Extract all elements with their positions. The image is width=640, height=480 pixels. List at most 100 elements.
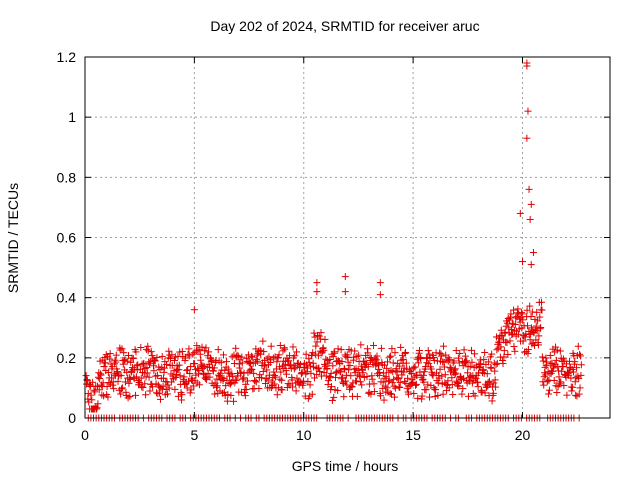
data-point bbox=[173, 371, 181, 379]
data-point bbox=[290, 365, 298, 373]
data-point bbox=[424, 381, 432, 389]
data-point bbox=[252, 378, 260, 386]
data-point bbox=[275, 363, 283, 371]
data-point bbox=[87, 391, 95, 399]
data-point bbox=[223, 397, 231, 405]
data-point bbox=[106, 350, 114, 358]
data-point bbox=[224, 391, 232, 399]
data-point bbox=[171, 385, 179, 393]
data-point bbox=[298, 369, 306, 377]
data-point bbox=[464, 392, 472, 400]
data-point bbox=[316, 367, 324, 375]
data-point bbox=[212, 356, 220, 364]
data-point bbox=[428, 370, 436, 378]
data-point bbox=[282, 370, 290, 378]
data-point bbox=[141, 380, 149, 388]
data-point bbox=[529, 249, 537, 257]
data-point bbox=[216, 369, 224, 377]
data-point bbox=[101, 359, 109, 367]
data-point bbox=[200, 363, 208, 371]
data-point bbox=[434, 379, 442, 387]
data-point bbox=[550, 362, 558, 370]
data-point bbox=[181, 354, 189, 362]
data-point bbox=[291, 363, 299, 371]
data-point bbox=[160, 364, 168, 372]
data-point bbox=[468, 358, 476, 366]
data-point bbox=[198, 343, 206, 351]
data-point bbox=[237, 368, 245, 376]
data-point bbox=[398, 371, 406, 379]
data-point bbox=[434, 391, 442, 399]
data-point bbox=[329, 352, 337, 360]
data-point bbox=[186, 370, 194, 378]
data-point bbox=[248, 366, 256, 374]
data-point bbox=[575, 390, 583, 398]
data-point bbox=[337, 368, 345, 376]
data-point bbox=[132, 373, 140, 381]
data-point bbox=[390, 382, 398, 390]
data-point bbox=[317, 329, 325, 337]
data-point bbox=[408, 369, 416, 377]
data-point bbox=[156, 389, 164, 397]
data-point bbox=[254, 357, 262, 365]
data-point bbox=[514, 305, 522, 313]
data-point bbox=[376, 368, 384, 376]
data-point bbox=[88, 396, 96, 404]
data-point bbox=[576, 350, 584, 358]
data-point bbox=[89, 378, 97, 386]
data-point bbox=[391, 349, 399, 357]
data-point bbox=[322, 372, 330, 380]
data-point bbox=[153, 371, 161, 379]
data-point bbox=[184, 366, 192, 374]
data-point bbox=[380, 396, 388, 404]
data-point bbox=[281, 345, 289, 353]
data-point bbox=[356, 378, 364, 386]
data-point bbox=[510, 342, 518, 350]
data-point bbox=[569, 383, 577, 391]
data-point bbox=[504, 351, 512, 359]
x-tick-label: 15 bbox=[405, 427, 421, 443]
data-point bbox=[410, 390, 418, 398]
data-point bbox=[348, 383, 356, 391]
data-point bbox=[104, 368, 112, 376]
data-point bbox=[150, 367, 158, 375]
data-point bbox=[328, 396, 336, 404]
data-point bbox=[525, 185, 533, 193]
data-point bbox=[450, 357, 458, 365]
data-point bbox=[380, 369, 388, 377]
data-point bbox=[255, 385, 263, 393]
data-point bbox=[472, 374, 480, 382]
data-point bbox=[220, 374, 228, 382]
data-point bbox=[572, 391, 580, 399]
data-point bbox=[196, 350, 204, 358]
data-point bbox=[391, 384, 399, 392]
data-point bbox=[93, 404, 101, 412]
data-point bbox=[305, 358, 313, 366]
data-point bbox=[162, 385, 170, 393]
data-point bbox=[138, 383, 146, 391]
data-point bbox=[524, 322, 532, 330]
data-point bbox=[383, 364, 391, 372]
data-point bbox=[536, 313, 544, 321]
data-point bbox=[137, 344, 145, 352]
data-point bbox=[236, 364, 244, 372]
data-point bbox=[576, 352, 584, 360]
data-point bbox=[395, 383, 403, 391]
data-point bbox=[382, 373, 390, 381]
data-point bbox=[437, 352, 445, 360]
data-point bbox=[479, 365, 487, 373]
data-point bbox=[172, 373, 180, 381]
data-point bbox=[370, 388, 378, 396]
data-point bbox=[270, 380, 278, 388]
data-point bbox=[226, 380, 234, 388]
data-point bbox=[189, 350, 197, 358]
data-point bbox=[480, 356, 488, 364]
data-point bbox=[137, 374, 145, 382]
data-point bbox=[540, 381, 548, 389]
data-point bbox=[185, 345, 193, 353]
data-point bbox=[454, 354, 462, 362]
data-point bbox=[278, 376, 286, 384]
data-point bbox=[112, 351, 120, 359]
data-point bbox=[514, 330, 522, 338]
